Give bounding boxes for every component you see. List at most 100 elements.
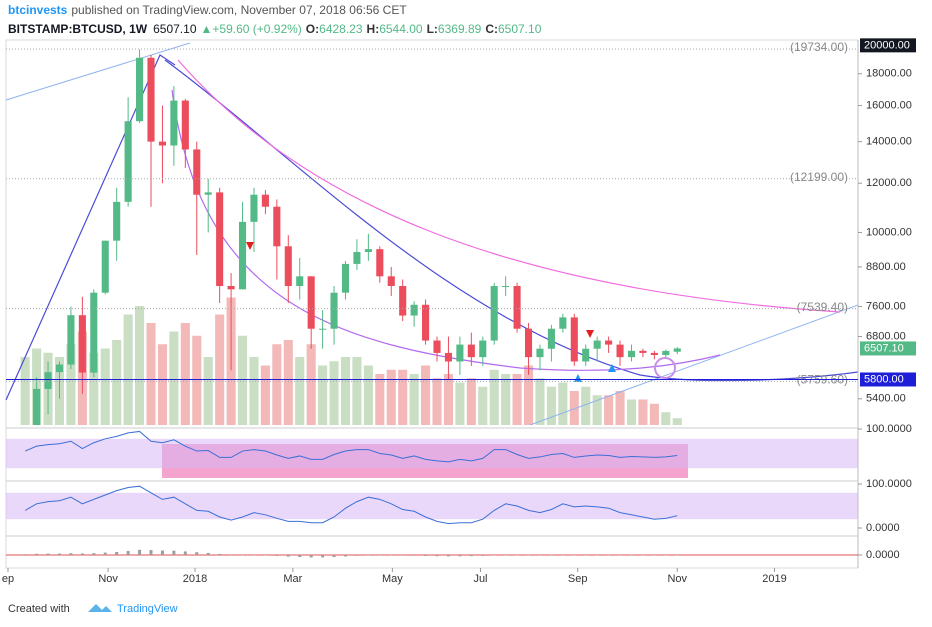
candle-body (238, 221, 247, 290)
o-label: O: (306, 22, 319, 36)
histogram-bar (458, 555, 462, 557)
candle-body (513, 286, 521, 329)
candle-body (616, 344, 624, 358)
x-tick-label: ep (2, 573, 14, 585)
volume-bar (409, 374, 419, 425)
price-badge (860, 38, 916, 53)
candle-body (456, 344, 464, 362)
histogram-bar (69, 553, 73, 555)
candle-body (227, 286, 235, 290)
last: 6507.10 (153, 22, 197, 36)
candle-body (67, 315, 75, 365)
histogram-bar (332, 555, 336, 558)
candle-body (673, 348, 681, 352)
candle-body (479, 340, 487, 358)
histogram-bar (126, 551, 130, 555)
band (6, 438, 858, 469)
histogram-bar (252, 555, 256, 556)
candle-body (124, 121, 132, 202)
volume-bar (123, 314, 133, 425)
indicator-line (24, 430, 678, 463)
candle-body (136, 57, 144, 122)
histogram-bar (378, 555, 382, 556)
volume-bar (443, 374, 453, 425)
candle-body (307, 276, 315, 329)
y-tick-label: 7600.00 (866, 300, 906, 312)
histogram-bar (309, 555, 313, 558)
volume-bar (89, 352, 99, 425)
volume-bar (249, 357, 259, 425)
candle-body (650, 352, 658, 356)
sell-arrow (246, 242, 254, 250)
histogram-bar (195, 552, 199, 555)
histogram-bar (138, 549, 142, 555)
histogram-bar (183, 551, 187, 555)
candle-body (113, 201, 121, 241)
histogram-bar (343, 555, 347, 557)
histogram-bar (469, 555, 473, 557)
volume-bar (135, 306, 145, 425)
published: published on TradingView.com, November 0… (71, 3, 407, 17)
volume-bar (569, 391, 579, 425)
histogram-bar (286, 555, 290, 557)
candle-body (422, 304, 430, 341)
candle-body (559, 317, 567, 329)
candle-body (467, 344, 475, 358)
y-tick-label: 14000.00 (866, 136, 912, 148)
volume-bar (192, 335, 202, 425)
candle-body (216, 192, 224, 287)
volume-bar (672, 418, 682, 425)
histogram-bar (321, 555, 325, 558)
volume-bar (604, 395, 614, 425)
histogram-bar (492, 555, 496, 556)
histogram-bar (389, 555, 393, 556)
y-tick-label: 12000.00 (866, 177, 912, 189)
candle-body (639, 350, 647, 353)
low: 6369.89 (438, 22, 482, 36)
volume-bar (432, 378, 442, 425)
histogram-bar (149, 550, 153, 555)
histogram-bar (275, 555, 279, 556)
candle-body (55, 364, 64, 373)
trend-line (5, 42, 191, 101)
arc (171, 89, 721, 371)
volume-bar (295, 357, 305, 425)
candle-body (170, 100, 178, 146)
histogram-bar (412, 555, 416, 556)
candle-body (410, 304, 418, 316)
l-label: L: (427, 22, 438, 36)
x-tick-label: Mar (283, 573, 302, 585)
volume-bar (352, 357, 362, 425)
histogram-bar (641, 555, 645, 556)
histogram-bar (160, 550, 164, 555)
candle-body (147, 57, 155, 142)
candle-body (582, 348, 590, 362)
header-line: btcinvests published on TradingView.com, … (8, 3, 407, 17)
volume-bar (478, 386, 488, 425)
histogram-bar (446, 555, 450, 557)
candle-body (353, 252, 361, 264)
volume-bar (661, 412, 671, 425)
volume-bar (146, 323, 156, 425)
logo (88, 604, 112, 612)
volume-bar (215, 314, 225, 425)
volume-bar (638, 399, 648, 425)
volume-bar (386, 369, 396, 425)
candles (33, 49, 681, 425)
band (6, 492, 858, 520)
histogram-bar (366, 555, 370, 556)
volume-bar (581, 386, 591, 425)
histogram-bar (515, 555, 519, 556)
histogram-bar (504, 555, 508, 556)
change: +59.60 (+0.92%) (212, 22, 301, 36)
y-tick-label: 10000.00 (866, 226, 912, 238)
candle-body (330, 292, 338, 329)
volume-bar (66, 344, 76, 425)
x-tick-label: Nov (98, 573, 118, 585)
x-tick-label: 2018 (183, 573, 207, 585)
candle-body (399, 286, 407, 316)
histogram-bar (538, 555, 542, 556)
footer-brand[interactable]: TradingView (117, 603, 178, 615)
histogram-bar (561, 555, 565, 556)
